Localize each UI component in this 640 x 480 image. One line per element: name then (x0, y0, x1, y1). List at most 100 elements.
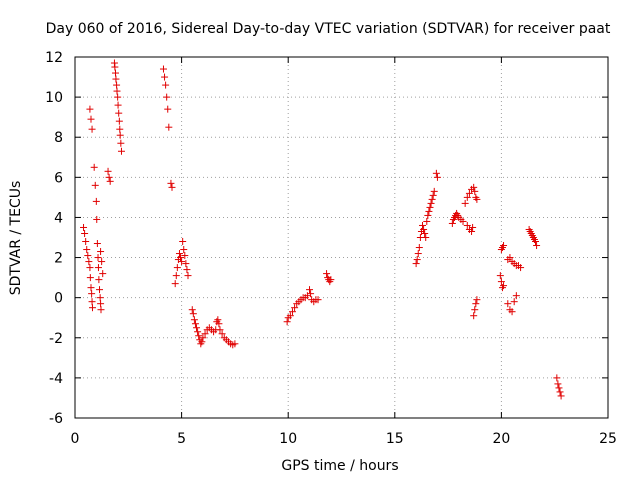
data-point (426, 203, 434, 211)
y-tick-label: -2 (49, 331, 63, 347)
y-tick-label: 4 (54, 210, 63, 226)
data-point (112, 69, 120, 77)
x-axis-label: GPS time / hours (281, 458, 398, 474)
data-point (413, 256, 421, 264)
data-point (183, 266, 191, 274)
data-point (473, 195, 481, 203)
data-point (500, 282, 508, 290)
data-point (193, 324, 201, 332)
data-point (214, 316, 222, 324)
data-point (323, 270, 331, 278)
chart-title: Day 060 of 2016, Sidereal Day-to-day VTE… (46, 21, 611, 37)
data-point (84, 252, 92, 260)
grid (75, 57, 608, 418)
data-point (463, 221, 471, 229)
data-point (412, 260, 420, 268)
data-point (86, 274, 94, 282)
data-point (461, 199, 469, 207)
data-point (86, 105, 94, 113)
data-point (97, 306, 105, 314)
data-point (117, 139, 125, 147)
data-point (468, 227, 476, 235)
data-point (231, 340, 239, 348)
y-tick-label: 6 (54, 170, 63, 186)
data-point (181, 252, 189, 260)
data-point (106, 177, 114, 185)
data-point (114, 93, 122, 101)
data-point (307, 290, 315, 298)
y-tick-label: 8 (54, 130, 63, 146)
data-point (188, 306, 196, 314)
data-point (80, 223, 88, 231)
data-point (97, 248, 105, 256)
data-point (179, 238, 187, 246)
data-point (172, 272, 180, 280)
data-point (327, 276, 335, 284)
axis-ticks: 0 5 10 15 20 25 -6 -4 -2 0 2 4 6 8 10 12 (45, 50, 617, 447)
data-point (88, 298, 96, 306)
y-tick-label: 0 (54, 291, 63, 307)
data-point (184, 272, 192, 280)
plot-frame (74, 56, 609, 419)
data-point (314, 296, 322, 304)
data-point (512, 292, 520, 300)
data-point (113, 81, 121, 89)
data-point (88, 304, 96, 312)
data-point (500, 242, 508, 250)
data-point (463, 193, 471, 201)
data-point (189, 310, 197, 318)
data-point (428, 195, 436, 203)
data-point (424, 211, 432, 219)
data-point (113, 87, 121, 95)
x-tick-label: 0 (71, 431, 80, 447)
y-tick-label: 10 (45, 90, 63, 106)
data-point (87, 115, 95, 123)
data-point (178, 258, 186, 266)
data-point (471, 187, 479, 195)
data-point (201, 330, 209, 338)
data-point (86, 264, 94, 272)
data-point (194, 328, 202, 336)
data-point (422, 234, 430, 241)
data-point (116, 125, 124, 133)
data-point (98, 258, 106, 266)
data-point (216, 326, 224, 334)
data-point (116, 131, 124, 139)
data-point (414, 250, 422, 258)
data-point (432, 169, 440, 177)
data-point (162, 81, 170, 89)
data-point (168, 183, 176, 191)
data-point (306, 286, 314, 294)
y-tick-label: -6 (49, 411, 63, 427)
data-point (161, 73, 169, 81)
data-point (97, 300, 105, 308)
data-point (288, 308, 296, 316)
data-point (190, 316, 198, 324)
data-point (553, 374, 561, 382)
data-point (532, 238, 540, 246)
data-point (425, 207, 433, 215)
data-point (90, 163, 98, 171)
x-tick-label: 5 (177, 431, 186, 447)
x-tick-label: 20 (492, 431, 510, 447)
data-point (81, 229, 89, 237)
data-point (427, 199, 435, 207)
data-points (80, 59, 565, 400)
data-point (88, 125, 96, 133)
data-point (283, 318, 291, 326)
data-point (82, 238, 90, 246)
x-tick-label: 15 (386, 431, 404, 447)
data-point (87, 284, 95, 292)
data-point (163, 93, 171, 101)
data-point (173, 264, 181, 272)
data-point (164, 105, 172, 113)
data-point (508, 308, 516, 316)
data-point (180, 246, 188, 254)
y-tick-label: 2 (54, 251, 63, 267)
data-point (96, 294, 104, 302)
y-tick-label: 12 (45, 50, 63, 66)
data-point (459, 217, 467, 225)
data-point (159, 65, 167, 73)
data-point (470, 183, 478, 191)
data-point (111, 63, 119, 71)
